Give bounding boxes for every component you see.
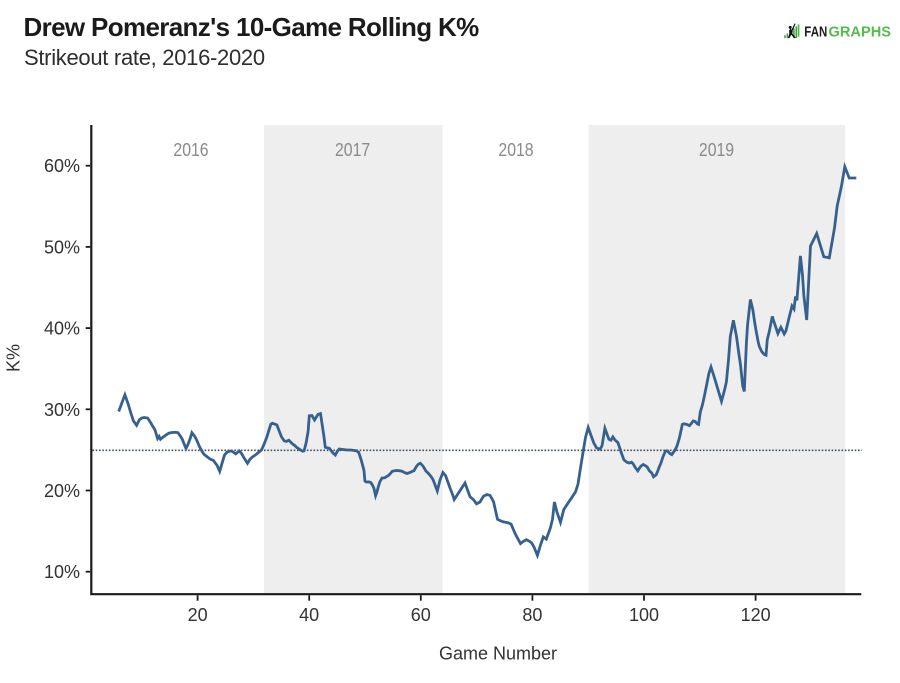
svg-text:30%: 30%	[44, 400, 80, 420]
svg-text:20: 20	[188, 605, 208, 625]
svg-text:2018: 2018	[498, 140, 533, 160]
svg-text:100: 100	[629, 605, 659, 625]
svg-text:60%: 60%	[44, 156, 80, 176]
svg-text:40%: 40%	[44, 319, 80, 339]
svg-text:2017: 2017	[335, 140, 370, 160]
svg-text:10%: 10%	[44, 562, 80, 582]
svg-text:2016: 2016	[173, 140, 208, 160]
svg-text:Strikeout rate, 2016-2020: Strikeout rate, 2016-2020	[24, 45, 265, 70]
svg-text:2019: 2019	[699, 140, 734, 160]
svg-text:FAN: FAN	[804, 24, 827, 41]
svg-text:40: 40	[299, 605, 319, 625]
svg-text:Drew Pomeranz's 10-Game Rollin: Drew Pomeranz's 10-Game Rolling K%	[24, 12, 480, 42]
svg-text:80: 80	[522, 605, 542, 625]
svg-text:120: 120	[741, 605, 771, 625]
svg-text:60: 60	[411, 605, 431, 625]
svg-text:50%: 50%	[44, 237, 80, 257]
svg-text:K%: K%	[4, 344, 24, 372]
svg-text:20%: 20%	[44, 481, 80, 501]
svg-text:Game Number: Game Number	[439, 644, 557, 664]
svg-text:GRAPHS: GRAPHS	[829, 24, 892, 41]
